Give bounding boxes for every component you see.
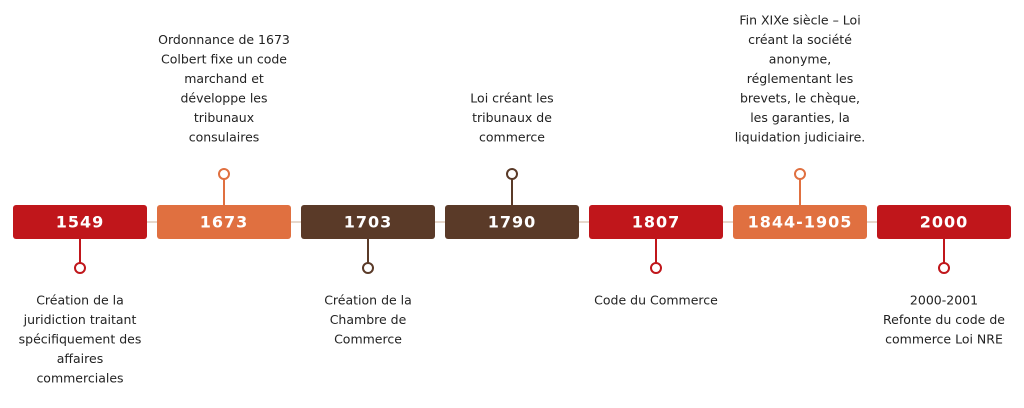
- marker: [650, 262, 662, 274]
- event-description: commerciales: [36, 371, 123, 386]
- year-box: [13, 205, 147, 239]
- year-box: [157, 205, 291, 239]
- event-description: anonyme,: [769, 52, 831, 67]
- marker: [938, 262, 950, 274]
- event-description: spécifiquement des: [19, 332, 142, 347]
- year-box: [877, 205, 1011, 239]
- event-description: réglementant les: [747, 71, 853, 86]
- year-label: 2000: [920, 213, 969, 232]
- event-description: Refonte du code de: [883, 312, 1005, 327]
- year-label: 1790: [488, 213, 537, 232]
- event-description: 2000-2001: [910, 293, 978, 308]
- marker: [74, 262, 86, 274]
- year-box: [301, 205, 435, 239]
- event-description: brevets, le chèque,: [740, 91, 860, 106]
- event-description: Commerce: [334, 332, 402, 347]
- event-description: liquidation judiciaire.: [735, 130, 866, 145]
- event-description: Création de la: [324, 293, 412, 308]
- event-description: les garanties, la: [750, 110, 850, 125]
- event-description: développe les: [180, 91, 267, 106]
- event-description: Colbert fixe un code: [161, 52, 287, 67]
- year-label: 1807: [632, 213, 681, 232]
- year-box: [445, 205, 579, 239]
- year-label: 1844-1905: [748, 213, 853, 232]
- event-description: tribunaux: [194, 110, 254, 125]
- event-description: créant la société: [748, 32, 852, 47]
- year-label: 1703: [344, 213, 393, 232]
- event-description: marchand et: [184, 71, 264, 86]
- event-description: affaires: [57, 351, 103, 366]
- marker: [506, 168, 518, 180]
- event-description: Code du Commerce: [594, 293, 718, 308]
- event-description: Chambre de: [330, 312, 407, 327]
- marker: [218, 168, 230, 180]
- year-box: [589, 205, 723, 239]
- marker: [794, 168, 806, 180]
- event-description: consulaires: [189, 130, 260, 145]
- event-description: Loi créant les: [470, 91, 553, 106]
- event-description: Fin XIXe siècle – Loi: [739, 13, 860, 28]
- event-description: Ordonnance de 1673: [158, 32, 290, 47]
- year-label: 1673: [200, 213, 249, 232]
- event-description: tribunaux de: [472, 110, 552, 125]
- event-description: commerce: [479, 130, 545, 145]
- year-label: 1549: [56, 213, 105, 232]
- event-description: commerce Loi NRE: [885, 332, 1003, 347]
- event-description: juridiction traitant: [23, 312, 137, 327]
- event-description: Création de la: [36, 293, 124, 308]
- year-box: [733, 205, 867, 239]
- marker: [362, 262, 374, 274]
